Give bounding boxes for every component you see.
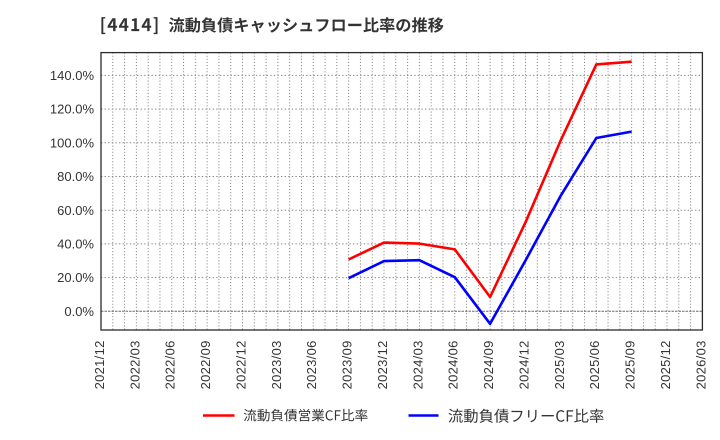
- svg-text:2022/03: 2022/03: [127, 340, 142, 389]
- svg-text:2024/03: 2024/03: [410, 340, 425, 389]
- svg-text:2025/09: 2025/09: [623, 340, 638, 389]
- svg-text:2022/06: 2022/06: [163, 340, 178, 389]
- svg-text:140.0%: 140.0%: [50, 68, 95, 83]
- svg-text:2022/09: 2022/09: [198, 340, 213, 389]
- svg-text:2025/06: 2025/06: [587, 340, 602, 389]
- svg-text:2026/03: 2026/03: [693, 340, 708, 389]
- svg-text:2021/12: 2021/12: [92, 340, 107, 389]
- svg-text:100.0%: 100.0%: [50, 135, 95, 150]
- svg-text:2024/12: 2024/12: [516, 340, 531, 389]
- svg-text:80.0%: 80.0%: [57, 169, 94, 184]
- svg-text:0.0%: 0.0%: [64, 304, 94, 319]
- svg-text:2024/09: 2024/09: [481, 340, 496, 389]
- svg-text:2025/03: 2025/03: [552, 340, 567, 389]
- svg-text:60.0%: 60.0%: [57, 203, 94, 218]
- svg-text:20.0%: 20.0%: [57, 270, 94, 285]
- svg-text:2023/06: 2023/06: [304, 340, 319, 389]
- svg-text:120.0%: 120.0%: [50, 102, 95, 117]
- svg-text:2025/12: 2025/12: [658, 340, 673, 389]
- svg-text:2022/12: 2022/12: [233, 340, 248, 389]
- svg-text:40.0%: 40.0%: [57, 237, 94, 252]
- svg-text:2023/09: 2023/09: [340, 340, 355, 389]
- svg-text:2023/03: 2023/03: [269, 340, 284, 389]
- svg-text:2023/12: 2023/12: [375, 340, 390, 389]
- svg-text:2024/06: 2024/06: [446, 340, 461, 389]
